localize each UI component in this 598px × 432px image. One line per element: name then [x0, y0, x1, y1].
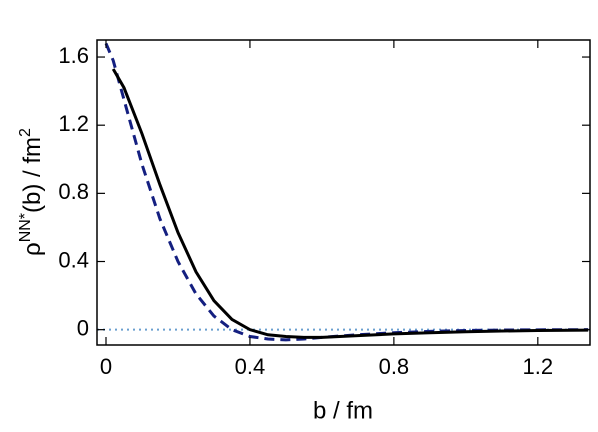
y-axis-label-part: (b) / fm — [19, 137, 46, 213]
y-tick-label: 0 — [77, 315, 89, 340]
y-axis-label: ρNN*(b) / fm2 — [17, 128, 47, 256]
x-tick-label: 0.4 — [235, 354, 266, 379]
y-axis-label-part: ρ — [19, 242, 46, 256]
y-tick-label: 0.8 — [58, 179, 89, 204]
y-tick-label: 1.6 — [58, 43, 89, 68]
y-tick-label: 0.4 — [58, 247, 89, 272]
x-tick-label: 0 — [100, 354, 112, 379]
series-line — [111, 68, 589, 339]
plot-frame — [96, 39, 591, 346]
x-axis-label: b / fm — [313, 397, 373, 424]
y-tick-label: 1.2 — [58, 111, 89, 136]
x-tick-label: 1.2 — [523, 354, 554, 379]
y-axis-label-part: 2 — [17, 128, 34, 137]
y-axis-label-part: NN* — [17, 213, 34, 242]
series-line — [104, 42, 589, 342]
x-tick-label: 0.8 — [379, 354, 410, 379]
